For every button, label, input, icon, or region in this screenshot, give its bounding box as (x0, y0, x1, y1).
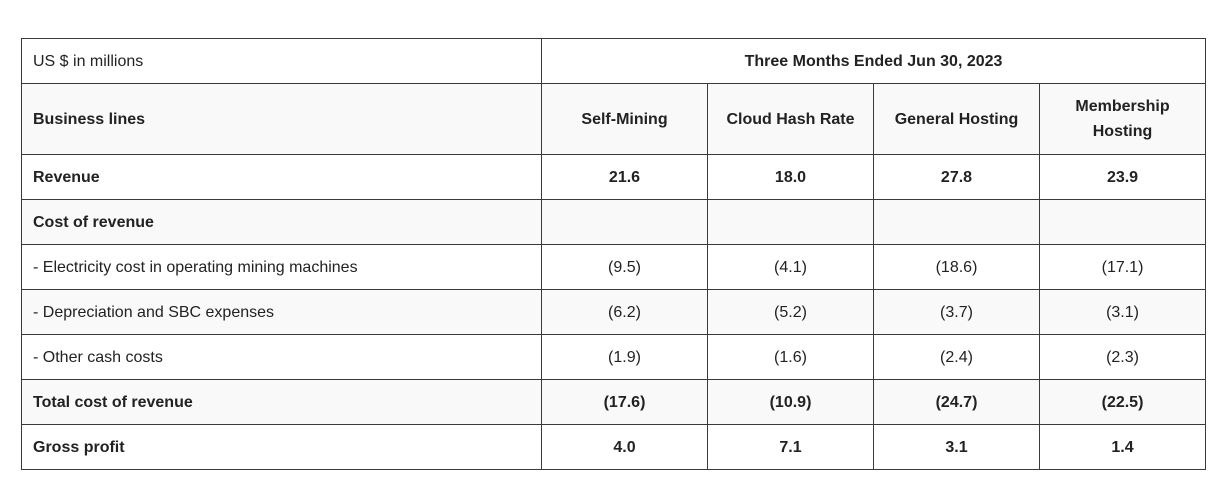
cell-value: (3.7) (873, 289, 1040, 335)
cell-value (707, 199, 874, 245)
row-label: Total cost of revenue (21, 379, 542, 425)
cell-value: 23.9 (1038, 154, 1207, 200)
row-label: - Depreciation and SBC expenses (21, 289, 542, 335)
table-row: Gross profit 4.0 7.1 3.1 1.4 (21, 424, 1207, 470)
cell-value: (4.1) (707, 244, 874, 290)
cell-value: (3.1) (1038, 289, 1207, 335)
period-label: Three Months Ended Jun 30, 2023 (540, 38, 1207, 84)
row-label: Gross profit (21, 424, 542, 470)
column-header: General Hosting (873, 83, 1040, 155)
header-row: Business lines Self-Mining Cloud Hash Ra… (21, 83, 1207, 155)
row-label: - Other cash costs (21, 334, 542, 380)
row-label: Cost of revenue (21, 199, 542, 245)
cell-value: (1.9) (541, 334, 708, 380)
cell-value: 18.0 (707, 154, 874, 200)
cell-value: (10.9) (707, 379, 874, 425)
financial-table-container: US $ in millions Three Months Ended Jun … (21, 38, 1207, 470)
cell-value: 21.6 (541, 154, 708, 200)
column-header: Self-Mining (541, 83, 708, 155)
business-lines-table: US $ in millions Three Months Ended Jun … (21, 38, 1207, 470)
row-label: Revenue (21, 154, 542, 200)
cell-value: 7.1 (707, 424, 874, 470)
cell-value: (5.2) (707, 289, 874, 335)
cell-value: (1.6) (707, 334, 874, 380)
cell-value (541, 199, 708, 245)
cell-value: (22.5) (1038, 379, 1207, 425)
cell-value: (18.6) (873, 244, 1040, 290)
cell-value: (24.7) (873, 379, 1040, 425)
column-header: Cloud Hash Rate (707, 83, 874, 155)
header-label: Business lines (21, 83, 542, 155)
cell-value: (17.1) (1038, 244, 1207, 290)
row-label: - Electricity cost in operating mining m… (21, 244, 542, 290)
cell-value (1038, 199, 1207, 245)
cell-value: (6.2) (541, 289, 708, 335)
cell-value: (9.5) (541, 244, 708, 290)
cell-value: (2.4) (873, 334, 1040, 380)
table-row: Cost of revenue (21, 199, 1207, 245)
cell-value: 3.1 (873, 424, 1040, 470)
column-header: Membership Hosting (1038, 83, 1207, 155)
cell-value: 4.0 (541, 424, 708, 470)
unit-label: US $ in millions (21, 38, 542, 84)
cell-value: (2.3) (1038, 334, 1207, 380)
cell-value: 1.4 (1038, 424, 1207, 470)
cell-value: 27.8 (873, 154, 1040, 200)
table-row: - Electricity cost in operating mining m… (21, 244, 1207, 290)
table-row: - Depreciation and SBC expenses (6.2) (5… (21, 289, 1207, 335)
cell-value: (17.6) (541, 379, 708, 425)
unit-row: US $ in millions Three Months Ended Jun … (21, 38, 1207, 84)
table-row: Revenue 21.6 18.0 27.8 23.9 (21, 154, 1207, 200)
table-row: Total cost of revenue (17.6) (10.9) (24.… (21, 379, 1207, 425)
table-row: - Other cash costs (1.9) (1.6) (2.4) (2.… (21, 334, 1207, 380)
cell-value (873, 199, 1040, 245)
